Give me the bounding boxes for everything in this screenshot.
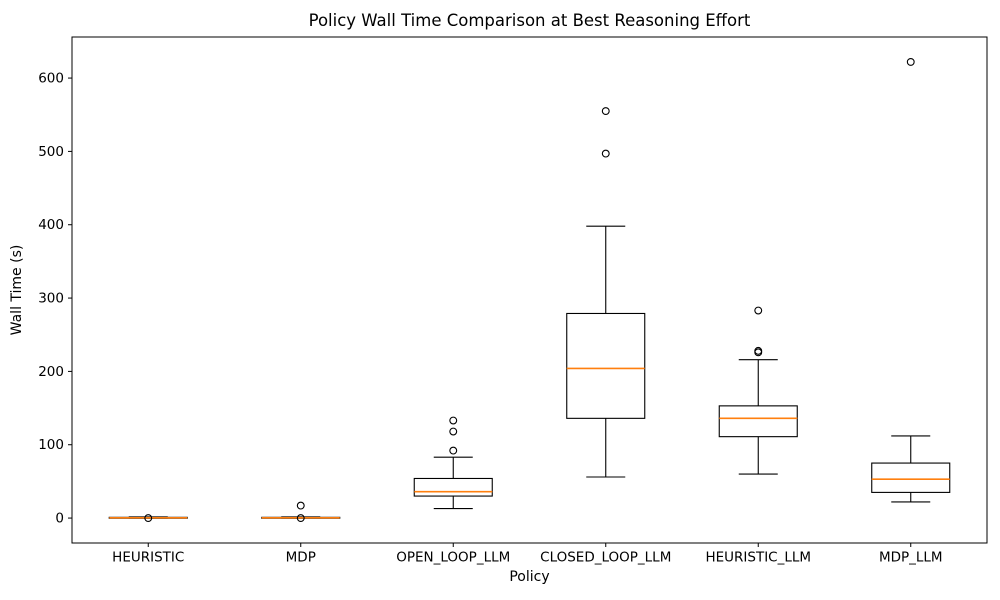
outlier-point — [449, 427, 458, 436]
y-tick-label: 300 — [38, 291, 64, 307]
boxplot-heuristic — [108, 514, 188, 523]
y-tick-label: 600 — [38, 71, 64, 87]
x-tick-label: OPEN_LOOP_LLM — [396, 550, 510, 566]
iqr-box — [413, 477, 493, 497]
y-tick-label: 500 — [38, 144, 64, 160]
chart-title: Policy Wall Time Comparison at Best Reas… — [308, 11, 751, 30]
x-tick-label: MDP — [286, 550, 316, 566]
outlier-point — [449, 446, 458, 455]
boxplot-mdp — [261, 501, 341, 523]
y-tick-label: 400 — [38, 217, 64, 233]
y-tick-label: 0 — [55, 511, 64, 527]
outlier-point — [449, 416, 458, 425]
outlier-point — [601, 149, 610, 158]
outlier-point — [296, 501, 305, 510]
x-axis-label: Policy — [509, 569, 550, 585]
x-tick-label: CLOSED_LOOP_LLM — [540, 550, 671, 566]
boxplot-open-loop-llm — [413, 416, 493, 510]
outlier-point — [754, 306, 763, 315]
outlier-point — [296, 514, 305, 523]
y-tick-label: 200 — [38, 364, 64, 380]
plot-frame — [71, 36, 988, 544]
x-tick-label: HEURISTIC — [112, 550, 184, 566]
x-tick-label: MDP_LLM — [879, 550, 943, 566]
y-tick-label: 100 — [38, 437, 64, 453]
iqr-box — [718, 405, 798, 438]
iqr-box — [871, 462, 951, 493]
outlier-point — [601, 107, 610, 116]
boxplot-heuristic-llm — [718, 306, 798, 475]
boxplot-closed-loop-llm — [566, 107, 646, 478]
boxplot-mdp-llm — [871, 57, 951, 503]
x-tick-label: HEURISTIC_LLM — [705, 550, 811, 566]
iqr-box — [566, 312, 646, 419]
outlier-point — [754, 346, 763, 355]
outlier-point — [906, 57, 915, 66]
outlier-point — [144, 514, 153, 523]
